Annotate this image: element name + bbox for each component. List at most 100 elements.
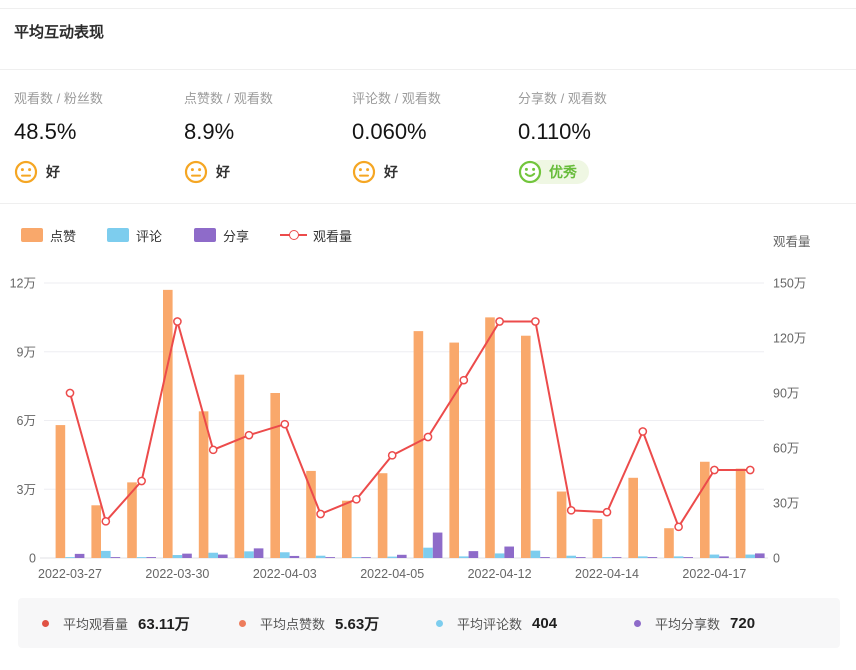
bar-comments[interactable]: [136, 557, 147, 558]
bar-shares[interactable]: [361, 557, 371, 558]
legend-item-shares[interactable]: 分享: [194, 226, 249, 244]
views-point[interactable]: [280, 419, 290, 429]
bar-likes[interactable]: [449, 342, 459, 558]
views-point[interactable]: [710, 465, 719, 475]
bar-comments[interactable]: [65, 557, 75, 558]
legend-item-views[interactable]: 观看量: [280, 226, 352, 244]
shares-swatch-icon: [194, 228, 216, 242]
bar-shares[interactable]: [182, 553, 192, 558]
x-axis-tick: 2022-04-05: [360, 567, 424, 581]
bar-likes[interactable]: [198, 411, 209, 558]
bar-shares[interactable]: [289, 555, 300, 558]
stat-value: 48.5%: [14, 119, 77, 144]
legend-label: 分享: [223, 228, 250, 244]
bar-shares[interactable]: [146, 557, 156, 558]
bar-likes[interactable]: [700, 461, 710, 558]
bar-comments[interactable]: [172, 555, 183, 558]
views-point[interactable]: [173, 317, 182, 326]
bar-comments[interactable]: [530, 550, 541, 558]
bar-likes[interactable]: [377, 473, 388, 558]
views-point[interactable]: [316, 509, 325, 519]
bar-comments[interactable]: [280, 552, 290, 558]
bar-likes[interactable]: [127, 482, 137, 558]
bar-shares[interactable]: [647, 557, 658, 558]
bar-likes[interactable]: [55, 425, 66, 558]
bar-likes[interactable]: [234, 374, 245, 558]
views-point[interactable]: [387, 450, 397, 460]
stat-card-comments-per-view: 评论数 / 观看数 0.060% 好: [352, 88, 441, 185]
legend-item-comments[interactable]: 评论: [107, 226, 162, 244]
views-point[interactable]: [566, 505, 576, 515]
bar-likes[interactable]: [163, 289, 173, 558]
bar-likes[interactable]: [664, 528, 674, 558]
bar-likes[interactable]: [735, 468, 746, 558]
bar-comments[interactable]: [387, 556, 397, 558]
views-point[interactable]: [602, 507, 612, 517]
stat-card-shares-per-view: 分享数 / 观看数 0.110% 优秀: [518, 88, 607, 185]
bar-comments[interactable]: [602, 557, 612, 558]
bar-likes[interactable]: [91, 505, 101, 558]
bar-likes[interactable]: [342, 500, 352, 558]
bar-shares[interactable]: [468, 551, 479, 558]
legend-item-likes[interactable]: 点赞: [21, 226, 76, 244]
bar-shares[interactable]: [218, 554, 228, 558]
legend-label: 点赞: [50, 228, 77, 244]
bar-likes[interactable]: [413, 331, 424, 558]
bar-likes[interactable]: [592, 519, 603, 558]
views-point[interactable]: [638, 427, 648, 436]
views-point[interactable]: [745, 465, 755, 475]
views-point[interactable]: [137, 476, 146, 486]
bar-shares[interactable]: [432, 532, 443, 558]
views-point[interactable]: [65, 388, 75, 398]
y-axis-tick-right: 150万: [773, 277, 806, 291]
bar-shares[interactable]: [74, 553, 85, 558]
bar-comments[interactable]: [423, 547, 433, 558]
bar-shares[interactable]: [755, 553, 765, 558]
views-point[interactable]: [101, 516, 111, 526]
bar-likes[interactable]: [521, 335, 531, 558]
bar-shares[interactable]: [110, 557, 121, 558]
views-point[interactable]: [495, 317, 504, 326]
views-point[interactable]: [244, 430, 254, 440]
stat-value: 0.060%: [352, 119, 427, 144]
bar-shares[interactable]: [325, 557, 335, 558]
views-point[interactable]: [423, 432, 433, 442]
bar-shares[interactable]: [576, 557, 586, 558]
bar-comments[interactable]: [459, 556, 469, 558]
avg-comments-item: 平均评论数 404: [436, 598, 557, 648]
views-point[interactable]: [674, 522, 683, 532]
bar-comments[interactable]: [351, 557, 362, 558]
likes-dot-icon: [239, 619, 246, 627]
bar-likes[interactable]: [270, 393, 280, 558]
views-point[interactable]: [208, 445, 218, 455]
bar-shares[interactable]: [540, 557, 550, 558]
rating-badge: 好: [14, 159, 103, 185]
bar-shares[interactable]: [397, 554, 407, 558]
views-point[interactable]: [459, 375, 469, 385]
views-point[interactable]: [352, 494, 361, 504]
bar-comments[interactable]: [208, 552, 218, 558]
views-line[interactable]: [69, 320, 751, 528]
bar-likes[interactable]: [306, 470, 316, 558]
bar-shares[interactable]: [683, 557, 693, 558]
bar-comments[interactable]: [745, 554, 755, 558]
bar-likes[interactable]: [628, 477, 638, 558]
bar-shares[interactable]: [253, 548, 264, 558]
bar-comments[interactable]: [494, 553, 505, 558]
bar-comments[interactable]: [566, 555, 576, 558]
bar-comments[interactable]: [673, 556, 684, 558]
bar-likes[interactable]: [556, 491, 567, 558]
views-point[interactable]: [531, 317, 540, 326]
y-axis-tick-right: 60万: [773, 442, 799, 456]
bar-comments[interactable]: [315, 555, 326, 558]
comments-swatch-icon: [107, 228, 129, 242]
bar-comments[interactable]: [638, 556, 648, 558]
bar-comments[interactable]: [244, 551, 254, 558]
bar-comments[interactable]: [709, 554, 720, 558]
bar-comments[interactable]: [101, 550, 111, 558]
bar-shares[interactable]: [504, 546, 514, 558]
bar-likes[interactable]: [485, 317, 495, 558]
bar-shares[interactable]: [719, 556, 729, 558]
bar-shares[interactable]: [611, 557, 622, 558]
